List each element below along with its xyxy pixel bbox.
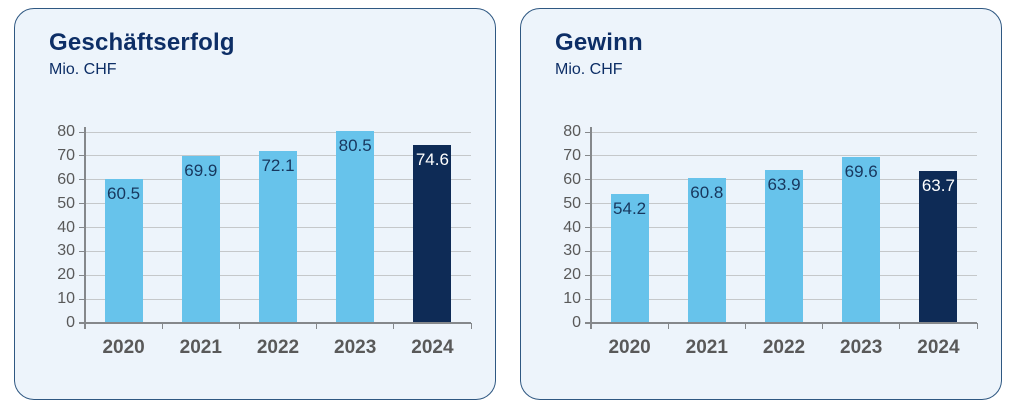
bar-value-label: 60.8: [690, 182, 724, 202]
y-axis-tick: [585, 227, 591, 228]
y-axis-label: 30: [563, 242, 581, 260]
chart-unit-label: Mio. CHF: [555, 61, 623, 78]
chart-title: Gewinn: [555, 29, 643, 56]
bar-highlight: [919, 170, 958, 323]
y-axis-tick: [585, 274, 591, 276]
y-axis-label: 20: [57, 266, 75, 284]
y-axis-label: 30: [57, 242, 75, 260]
x-axis-tick: [744, 323, 746, 329]
bar: [765, 170, 803, 323]
x-axis-label: 2023: [840, 337, 883, 358]
y-axis-tick: [79, 155, 85, 157]
y-axis-label: 40: [57, 218, 75, 236]
bar: [104, 178, 143, 323]
x-axis-label: 2021: [685, 337, 728, 358]
gewinn-card: Gewinn Mio. CHF 0 10 20 30 40 50 60 70 80 54.2 202…: [520, 8, 1002, 400]
bar: [259, 150, 297, 323]
y-axis-label: 70: [57, 146, 75, 164]
bar-value-label: 80.5: [338, 135, 372, 155]
x-axis-label: 2020: [608, 337, 651, 358]
y-axis-tick: [79, 250, 85, 252]
x-axis-label: 2021: [179, 337, 222, 358]
y-axis-label: 40: [563, 218, 581, 236]
bar-highlight: [413, 144, 452, 323]
y-axis-label: 80: [563, 123, 581, 140]
bar-value-label: 69.6: [844, 161, 878, 181]
x-axis-tick: [84, 323, 86, 329]
geschaeftserfolg-card: Geschäftserfolg Mio. CHF 0 10 20 30 40 50 60 70…: [14, 8, 496, 400]
bar-value-label: 72.1: [261, 155, 295, 175]
y-axis-tick: [585, 131, 591, 133]
x-axis-line: [79, 322, 471, 324]
y-axis-label: 60: [563, 170, 581, 188]
y-axis-label: 80: [57, 123, 75, 140]
x-axis-tick: [316, 323, 318, 329]
bar: [181, 156, 220, 323]
y-axis-label: 0: [572, 314, 581, 331]
bar-value-label: 69.9: [184, 161, 218, 181]
gewinn-bar-chart: 0 10 20 30 40 50 60 70 80 54.2 2020 60.8 2021 63.9 202…: [521, 9, 1003, 401]
x-axis-tick: [899, 323, 901, 329]
gridline: [591, 155, 977, 157]
chart-unit-label: Mio. CHF: [49, 61, 117, 78]
y-axis-tick: [79, 203, 85, 205]
bar-value-label: 63.7: [921, 175, 955, 195]
y-axis-tick: [79, 179, 85, 181]
gridline: [591, 131, 977, 133]
x-axis-tick: [822, 323, 824, 329]
x-axis-tick: [590, 323, 592, 329]
y-axis-tick: [585, 250, 591, 252]
y-axis-tick: [585, 155, 591, 157]
x-axis-label: 2024: [917, 337, 960, 358]
x-axis-line: [585, 322, 977, 324]
y-axis-label: 60: [57, 170, 75, 188]
x-axis-label: 2024: [411, 337, 454, 358]
x-axis-tick: [976, 323, 978, 329]
y-axis-label: 70: [563, 146, 581, 164]
x-axis-tick: [161, 323, 163, 329]
y-axis-tick: [79, 298, 85, 300]
bar: [842, 156, 881, 323]
y-axis-tick: [585, 298, 591, 300]
gridline: [85, 131, 471, 133]
y-axis-tick: [585, 203, 591, 205]
x-axis-tick: [667, 323, 669, 329]
x-axis-label: 2020: [102, 337, 145, 358]
bar-value-label: 74.6: [415, 149, 449, 169]
geschaeftserfolg-bar-chart: 0 10 20 30 40 50 60 70 80 60.5 2020 69.9 2021 72.1 202…: [15, 9, 497, 401]
x-axis-label: 2023: [334, 337, 377, 358]
y-axis-label: 10: [563, 290, 581, 308]
y-axis-tick: [79, 274, 85, 276]
chart-title: Geschäftserfolg: [49, 29, 235, 56]
y-axis-label: 0: [66, 314, 75, 331]
bar-value-label: 60.5: [107, 183, 141, 203]
y-axis-label: 50: [57, 194, 75, 212]
y-axis-label: 10: [57, 290, 75, 308]
x-axis-label: 2022: [256, 337, 300, 358]
x-axis-tick: [238, 323, 240, 329]
bar-value-label: 63.9: [767, 175, 801, 195]
x-axis-tick: [470, 323, 472, 329]
bar: [610, 193, 649, 323]
x-axis-label: 2022: [762, 337, 806, 358]
y-axis-tick: [79, 131, 85, 133]
bar-value-label: 54.2: [613, 198, 647, 218]
y-axis-tick: [79, 227, 85, 228]
y-axis-label: 20: [563, 266, 581, 284]
y-axis-label: 50: [563, 194, 581, 212]
x-axis-tick: [393, 323, 395, 329]
y-axis-line: [590, 127, 592, 329]
bar: [336, 130, 375, 323]
y-axis-tick: [585, 179, 591, 181]
bar: [687, 177, 726, 323]
y-axis-line: [84, 127, 86, 329]
